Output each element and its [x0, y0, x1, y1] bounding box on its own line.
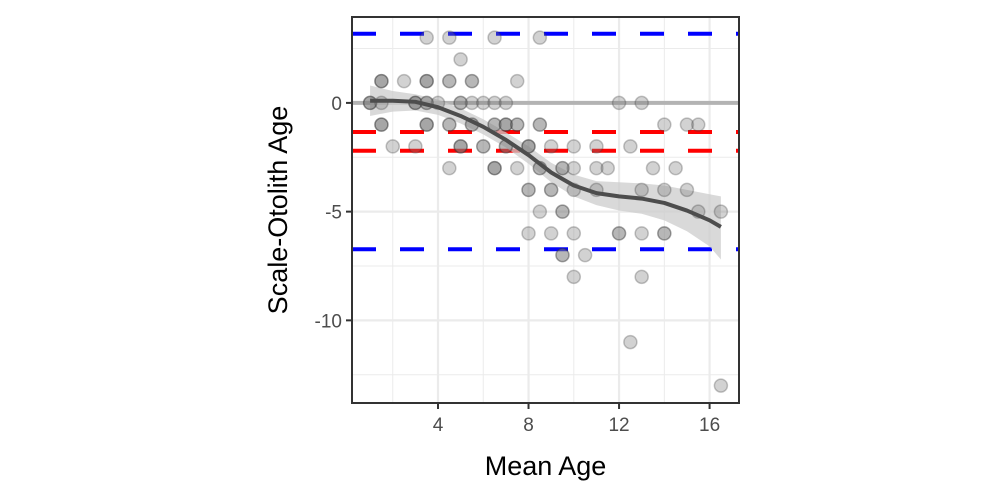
data-point — [566, 139, 582, 154]
data-point — [543, 182, 559, 198]
panel-border — [351, 16, 740, 404]
data-point — [498, 95, 514, 111]
data-point — [713, 378, 729, 393]
data-point — [634, 182, 649, 198]
data-point — [374, 117, 389, 132]
data-point — [657, 226, 672, 241]
y-tick-label: 0 — [331, 94, 342, 115]
data-point — [555, 247, 570, 263]
data-point — [589, 139, 604, 154]
data-point — [442, 30, 457, 45]
data-point — [634, 269, 649, 285]
x-tick-label: 16 — [699, 415, 720, 436]
data-point — [521, 226, 536, 241]
data-point — [521, 182, 536, 198]
data-point — [645, 160, 661, 176]
data-point — [532, 204, 548, 219]
data-point — [385, 139, 400, 154]
y-tick-label: -5 — [325, 203, 342, 224]
data-point — [509, 73, 525, 89]
data-point — [555, 204, 570, 219]
y-axis-title: Scale-Otolith Age — [263, 106, 293, 315]
data-point — [532, 30, 548, 45]
confidence-band-layer — [370, 85, 721, 260]
data-point — [543, 226, 559, 241]
data-point — [555, 160, 570, 176]
data-point — [532, 117, 548, 132]
data-point — [668, 160, 683, 176]
data-point — [611, 95, 627, 111]
data-point — [589, 160, 604, 176]
data-point — [453, 139, 468, 154]
data-point — [657, 117, 672, 132]
data-point — [577, 247, 593, 263]
data-point — [713, 204, 729, 219]
data-point — [476, 95, 491, 111]
data-point — [634, 95, 649, 111]
data-point — [566, 269, 582, 285]
data-point — [600, 160, 615, 176]
data-point — [566, 226, 582, 241]
data-point — [657, 182, 672, 198]
axes: 4 8 12 16 0 -5 -10 — [315, 94, 721, 436]
data-point — [611, 226, 627, 241]
data-point — [566, 160, 582, 176]
data-point — [442, 73, 457, 89]
x-axis-title: Mean Age — [485, 451, 607, 481]
data-point — [509, 117, 525, 132]
data-point — [634, 226, 649, 241]
data-point — [419, 30, 434, 45]
data-point — [476, 139, 491, 154]
x-tick-label: 8 — [523, 415, 534, 436]
data-point — [453, 95, 468, 111]
x-tick-label: 4 — [433, 415, 444, 436]
confidence-band — [370, 85, 721, 260]
data-point — [419, 117, 434, 132]
data-point — [623, 334, 638, 350]
data-point — [464, 73, 480, 89]
data-point — [509, 160, 525, 176]
data-point — [442, 160, 457, 176]
x-tick-label: 12 — [608, 415, 629, 436]
data-point — [487, 95, 502, 111]
data-point — [487, 30, 502, 45]
points-layer — [362, 30, 729, 393]
data-point — [543, 139, 559, 154]
y-tick-label: -10 — [315, 311, 342, 332]
data-point — [623, 139, 638, 154]
data-point — [419, 73, 434, 89]
data-point — [396, 73, 412, 89]
data-point — [679, 117, 695, 132]
data-point — [691, 117, 706, 132]
smooth-layer — [370, 98, 722, 229]
data-point — [442, 117, 457, 132]
data-point — [464, 95, 480, 111]
data-point — [374, 95, 389, 111]
data-point — [453, 52, 468, 67]
data-point — [679, 182, 695, 198]
data-point — [408, 139, 423, 154]
smooth-line — [370, 98, 722, 229]
data-point — [487, 160, 502, 176]
data-point — [374, 73, 389, 89]
